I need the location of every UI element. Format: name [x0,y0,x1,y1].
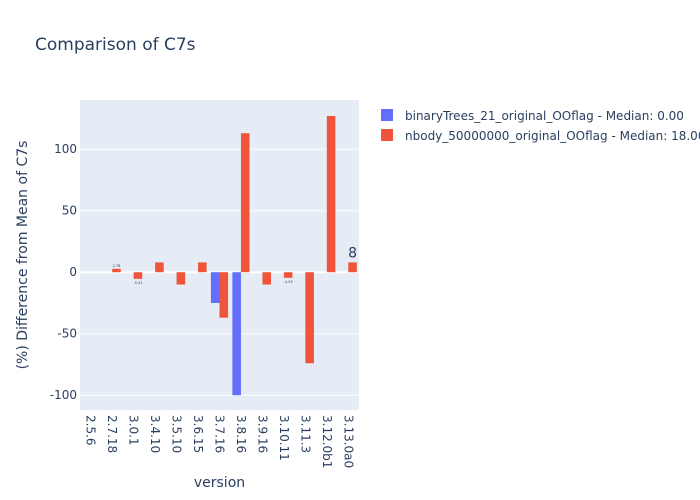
y-tick-label: -100 [50,388,77,402]
bar [133,272,143,279]
bar [305,272,314,364]
bar [262,272,272,285]
x-axis-title: version [194,475,245,491]
plot-area [80,100,359,410]
data-label: 2.78 [113,264,121,268]
y-tick-label: 50 [62,204,77,218]
chart-title: Comparison of C7s [35,35,196,55]
data-label: -5.41 [133,281,142,285]
bar [198,262,207,273]
x-tick-label: 2.5.6 [84,415,98,446]
x-tick-label: 3.4.10 [148,415,162,453]
bar [210,272,220,303]
legend-swatch [381,109,393,121]
data-label: 8 [348,245,357,261]
x-tick-label: 3.12.0b1 [320,415,334,468]
bar [176,272,186,285]
x-tick-label: 2.7.18 [105,415,119,453]
y-tick-label: -50 [57,327,77,341]
x-tick-label: 3.11.3 [298,415,312,453]
legend: binaryTrees_21_original_OOflag - Median:… [381,109,700,143]
bar [155,262,164,273]
x-tick-label: 3.0.1 [127,415,141,446]
x-tick-label: 3.7.16 [213,415,227,453]
data-label: -4.55 [284,280,293,284]
x-tick-label: 3.9.16 [255,415,269,453]
legend-swatch [381,129,393,141]
x-tick-label: 3.6.15 [191,415,205,453]
y-tick-label: 100 [54,142,77,156]
bar [240,133,250,273]
x-tick-label: 3.5.10 [170,415,184,453]
legend-label: binaryTrees_21_original_OOflag - Median:… [405,109,684,123]
bar [219,272,229,318]
x-tick-label: 3.10.11 [277,415,291,461]
x-tick-label: 3.8.16 [234,415,248,453]
bar [232,272,241,396]
y-tick-label: 0 [69,265,77,279]
bar [112,268,121,273]
bar [326,115,336,273]
legend-label: nbody_50000000_original_OOflag - Median:… [405,129,700,143]
bar [348,262,357,273]
x-tick-label: 3.13.0a0 [341,415,355,468]
bar [283,272,293,278]
y-axis-title: (%) Difference from Mean of C7s [15,141,31,370]
